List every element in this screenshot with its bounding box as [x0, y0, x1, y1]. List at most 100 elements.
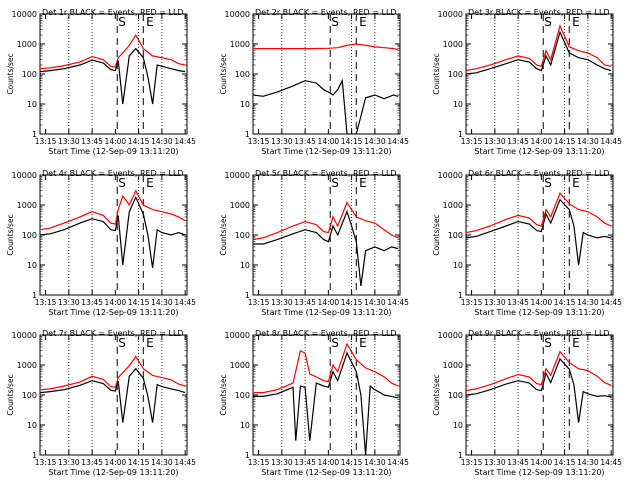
series-group — [466, 24, 612, 75]
plot-frame — [39, 334, 188, 456]
interval-start-marker: S — [544, 176, 552, 190]
interval-end-marker: E — [572, 15, 580, 29]
x-axis-label: Start Time (12-Sep-09 13:11:20) — [261, 147, 391, 156]
x-tick-label: 14:15 — [341, 298, 363, 307]
panel-1: 1 10 100 1000 10000 13:15 13:30 13:45 14:00 14:15… — [6, 8, 196, 156]
series-group — [253, 43, 399, 134]
x-tick-label: 13:15 — [248, 137, 270, 146]
x-tick-label: 13:30 — [58, 458, 80, 467]
lld-series-line — [466, 350, 612, 392]
x-tick-label: 14:15 — [128, 298, 150, 307]
events-series-line — [253, 78, 399, 134]
x-tick-label: 14:00 — [318, 458, 340, 467]
panel-title: Det 8r BLACK = Events, RED = LLD — [255, 329, 397, 338]
panel-7: 1 10 100 1000 10000 13:15 13:30 13:45 14:00 14:15… — [6, 329, 196, 477]
x-tick-label: 13:30 — [271, 458, 293, 467]
x-tick-label: 14:15 — [341, 137, 363, 146]
plot-frame — [39, 13, 188, 135]
y-tick-label: 10000 — [438, 10, 463, 19]
y-tick-label: 1 — [32, 291, 37, 300]
x-tick-label: 13:30 — [58, 137, 80, 146]
events-series-line — [40, 195, 186, 268]
y-tick-label: 100 — [22, 391, 37, 400]
y-tick-label: 1000 — [443, 40, 463, 49]
panel-8: 1 10 100 1000 10000 13:15 13:30 13:45 14:00 14:15… — [219, 329, 409, 477]
x-tick-label: 14:00 — [105, 137, 127, 146]
y-axis-label: Counts/sec — [219, 53, 228, 94]
x-tick-label: 13:30 — [271, 298, 293, 307]
x-tick-label: 13:15 — [35, 298, 57, 307]
y-tick-label: 1000 — [17, 201, 37, 210]
x-tick-label: 14:00 — [531, 298, 553, 307]
y-tick-label: 1000 — [443, 201, 463, 210]
lld-series-line — [40, 355, 186, 391]
y-tick-label: 1 — [458, 451, 463, 460]
x-tick-label: 13:30 — [58, 298, 80, 307]
panel-title: Det 2r BLACK = Events, RED = LLD — [255, 8, 397, 17]
x-tick-label: 13:15 — [248, 298, 270, 307]
panel-title: Det 4r BLACK = Events, RED = LLD — [42, 169, 184, 178]
plot-frame — [252, 174, 401, 296]
x-tick-label: 14:45 — [600, 137, 622, 146]
interval-start-marker: S — [118, 336, 126, 350]
panel-5: 1 10 100 1000 10000 13:15 13:30 13:45 14:00 14:15… — [219, 169, 409, 317]
y-tick-label: 100 — [235, 391, 250, 400]
interval-end-marker: E — [146, 336, 154, 350]
y-tick-label: 10000 — [225, 171, 250, 180]
panel-title: Det 6r BLACK = Events, RED = LLD — [468, 169, 610, 178]
x-tick-label: 13:30 — [484, 137, 506, 146]
x-tick-label: 14:45 — [600, 458, 622, 467]
y-tick-label: 1 — [245, 130, 250, 139]
panel-4: 1 10 100 1000 10000 13:15 13:30 13:45 14:00 14:15… — [6, 169, 196, 317]
x-tick-label: 13:30 — [484, 458, 506, 467]
y-tick-label: 10000 — [12, 171, 37, 180]
x-tick-label: 14:00 — [531, 458, 553, 467]
panel-3: 1 10 100 1000 10000 13:15 13:30 13:45 14:00 14:15… — [432, 8, 622, 156]
y-tick-label: 10000 — [225, 10, 250, 19]
x-tick-label: 14:30 — [577, 458, 599, 467]
y-tick-label: 100 — [235, 70, 250, 79]
x-tick-label: 13:45 — [294, 298, 316, 307]
x-axis-label: Start Time (12-Sep-09 13:11:20) — [261, 308, 391, 317]
y-axis-label: Counts/sec — [432, 214, 441, 255]
x-tick-label: 13:30 — [271, 137, 293, 146]
plot-frame — [465, 13, 614, 135]
y-tick-label: 10 — [453, 421, 463, 430]
panel-title: Det 1r BLACK = Events, RED = LLD — [42, 8, 184, 17]
events-series-line — [40, 367, 186, 423]
series-group — [40, 189, 186, 268]
y-tick-label: 1000 — [17, 40, 37, 49]
events-series-line — [466, 30, 612, 75]
x-tick-label: 14:45 — [174, 298, 196, 307]
interval-end-marker: E — [359, 176, 367, 190]
x-tick-label: 14:30 — [364, 458, 386, 467]
series-group — [40, 33, 186, 105]
x-tick-label: 14:45 — [387, 137, 409, 146]
x-tick-label: 14:00 — [531, 137, 553, 146]
y-tick-label: 1 — [245, 451, 250, 460]
y-tick-label: 10 — [27, 261, 37, 270]
y-tick-label: 1000 — [230, 201, 250, 210]
y-tick-label: 10000 — [225, 331, 250, 340]
panel-title: Det 7r BLACK = Events, RED = LLD — [42, 329, 184, 338]
plot-frame — [39, 174, 188, 296]
y-tick-label: 100 — [22, 231, 37, 240]
x-tick-label: 14:15 — [128, 458, 150, 467]
x-tick-label: 14:45 — [387, 458, 409, 467]
x-axis-label: Start Time (12-Sep-09 13:11:20) — [48, 308, 178, 317]
y-tick-label: 1 — [458, 130, 463, 139]
x-tick-label: 14:15 — [341, 458, 363, 467]
y-tick-label: 1000 — [230, 361, 250, 370]
x-tick-label: 14:15 — [128, 137, 150, 146]
interval-end-marker: E — [359, 15, 367, 29]
panel-title: Det 3r BLACK = Events, RED = LLD — [468, 8, 610, 17]
plot-frame — [252, 13, 401, 135]
x-tick-label: 14:30 — [151, 458, 173, 467]
series-group — [253, 201, 399, 287]
y-tick-label: 1 — [32, 451, 37, 460]
x-tick-label: 14:00 — [318, 298, 340, 307]
lld-series-line — [253, 43, 399, 51]
x-tick-label: 14:00 — [105, 298, 127, 307]
interval-start-marker: S — [544, 336, 552, 350]
